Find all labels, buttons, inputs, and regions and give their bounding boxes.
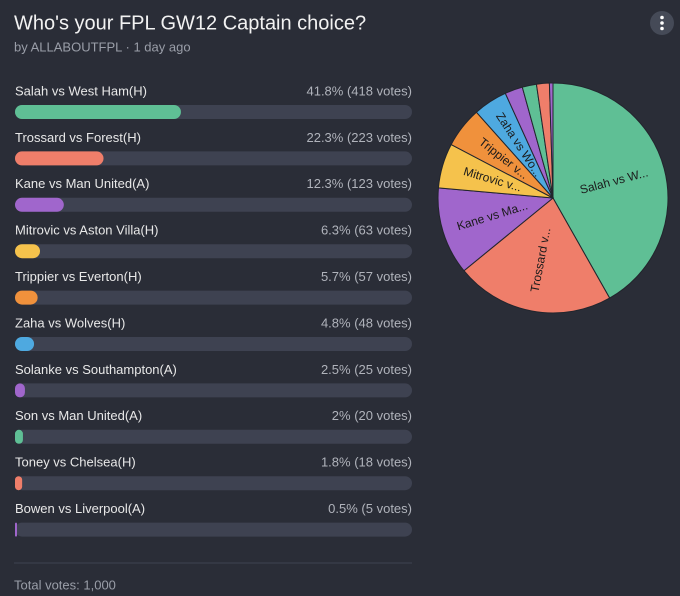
bar (15, 151, 104, 166)
option-label: Bowen vs Liverpool(A) (15, 501, 145, 516)
poll-title: Who's your FPL GW12 Captain choice? (14, 12, 366, 34)
option-label: Son vs Man United(A) (15, 408, 142, 423)
option-label: Salah vs West Ham(H) (15, 83, 147, 98)
bar-track (15, 197, 412, 212)
bar (15, 337, 35, 351)
bar-track (15, 244, 412, 259)
option-label: Trippier vs Everton(H) (15, 269, 142, 284)
bar-track (15, 429, 412, 444)
bar (15, 244, 41, 259)
option-result: 2.5% (25 votes) (321, 362, 412, 377)
bar-track (15, 383, 412, 398)
option-result: 4.8% (48 votes) (321, 315, 412, 330)
bar-track (15, 522, 412, 537)
option-label: Toney vs Chelsea(H) (15, 455, 136, 470)
menu-button[interactable] (650, 11, 674, 35)
byline: by ALLABOUTFPL · 1 day ago (14, 39, 191, 54)
option-label: Zaha vs Wolves(H) (15, 315, 125, 330)
option-result: 0.5% (5 votes) (328, 501, 412, 516)
pie-slice (552, 82, 669, 299)
option-result: 2% (20 votes) (332, 408, 412, 423)
total-votes: Total votes: 1,000 (14, 577, 116, 592)
option-result: 6.3% (63 votes) (321, 223, 412, 238)
bar (15, 197, 64, 212)
menu-dot (660, 26, 664, 31)
bar-track (15, 337, 412, 351)
option-result: 41.8% (418 votes) (306, 83, 412, 98)
pie-slice (463, 197, 611, 314)
option-result: 5.7% (57 votes) (321, 269, 412, 284)
option-label: Trossard vs Forest(H) (15, 130, 141, 145)
pie-slice (437, 187, 555, 272)
pie-slice (548, 82, 554, 199)
bar (15, 429, 23, 444)
bar-track (15, 476, 412, 491)
option-result: 22.3% (223 votes) (306, 130, 412, 145)
menu-dot (660, 15, 664, 20)
option-result: 12.3% (123 votes) (306, 176, 412, 191)
bar (15, 105, 181, 119)
bar-track (15, 290, 412, 305)
menu-dot (660, 21, 664, 25)
bar (15, 383, 25, 398)
option-result: 1.8% (18 votes) (321, 455, 412, 470)
option-label: Mitrovic vs Aston Villa(H) (15, 223, 159, 238)
option-label: Kane vs Man United(A) (15, 176, 149, 191)
bar (15, 290, 38, 305)
bar (15, 522, 17, 537)
bar-track (15, 151, 412, 166)
option-label: Solanke vs Southampton(A) (15, 362, 177, 377)
bar (15, 476, 23, 491)
